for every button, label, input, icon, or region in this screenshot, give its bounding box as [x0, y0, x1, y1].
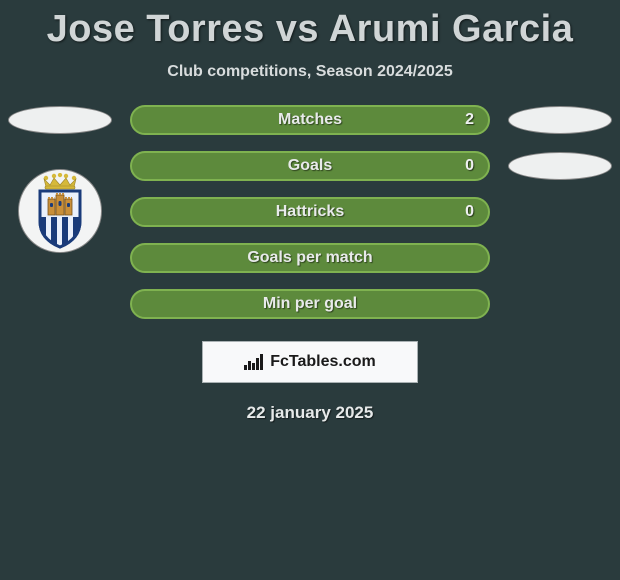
stat-label: Goals per match: [247, 249, 372, 267]
right-player-badge-placeholder: [508, 106, 612, 134]
stat-bar-hattricks: Hattricks 0: [130, 197, 490, 227]
stats-row-hattricks: Hattricks 0: [0, 197, 620, 227]
stat-label: Min per goal: [263, 295, 357, 313]
stat-bar-matches: Matches 2: [130, 105, 490, 135]
stats-row-goals-per-match: Goals per match: [0, 243, 620, 273]
bar-chart-icon: [244, 354, 264, 370]
attribution-text: FcTables.com: [270, 353, 376, 371]
subtitle: Club competitions, Season 2024/2025: [167, 63, 452, 81]
left-player-crest: [18, 169, 102, 253]
page-title: Jose Torres vs Arumi Garcia: [47, 8, 574, 51]
right-player-badge-placeholder: [508, 152, 612, 180]
stats-row-min-per-goal: Min per goal: [0, 289, 620, 319]
stats-row-matches: Matches 2: [0, 105, 620, 135]
stat-label: Matches: [278, 111, 342, 129]
attribution-box: FcTables.com: [202, 341, 418, 383]
stats-row-goals: Goals 0: [0, 151, 620, 181]
stat-label: Hattricks: [276, 203, 344, 221]
stat-right-value: 2: [465, 111, 474, 129]
stat-bar-goals-per-match: Goals per match: [130, 243, 490, 273]
stat-right-value: 0: [465, 203, 474, 221]
ponferradina-crest-icon: [30, 173, 90, 249]
left-player-badge-placeholder: [8, 106, 112, 134]
stat-label: Goals: [288, 157, 332, 175]
stat-bar-min-per-goal: Min per goal: [130, 289, 490, 319]
date-line: 22 january 2025: [247, 403, 374, 423]
stat-right-value: 0: [465, 157, 474, 175]
stat-bar-goals: Goals 0: [130, 151, 490, 181]
